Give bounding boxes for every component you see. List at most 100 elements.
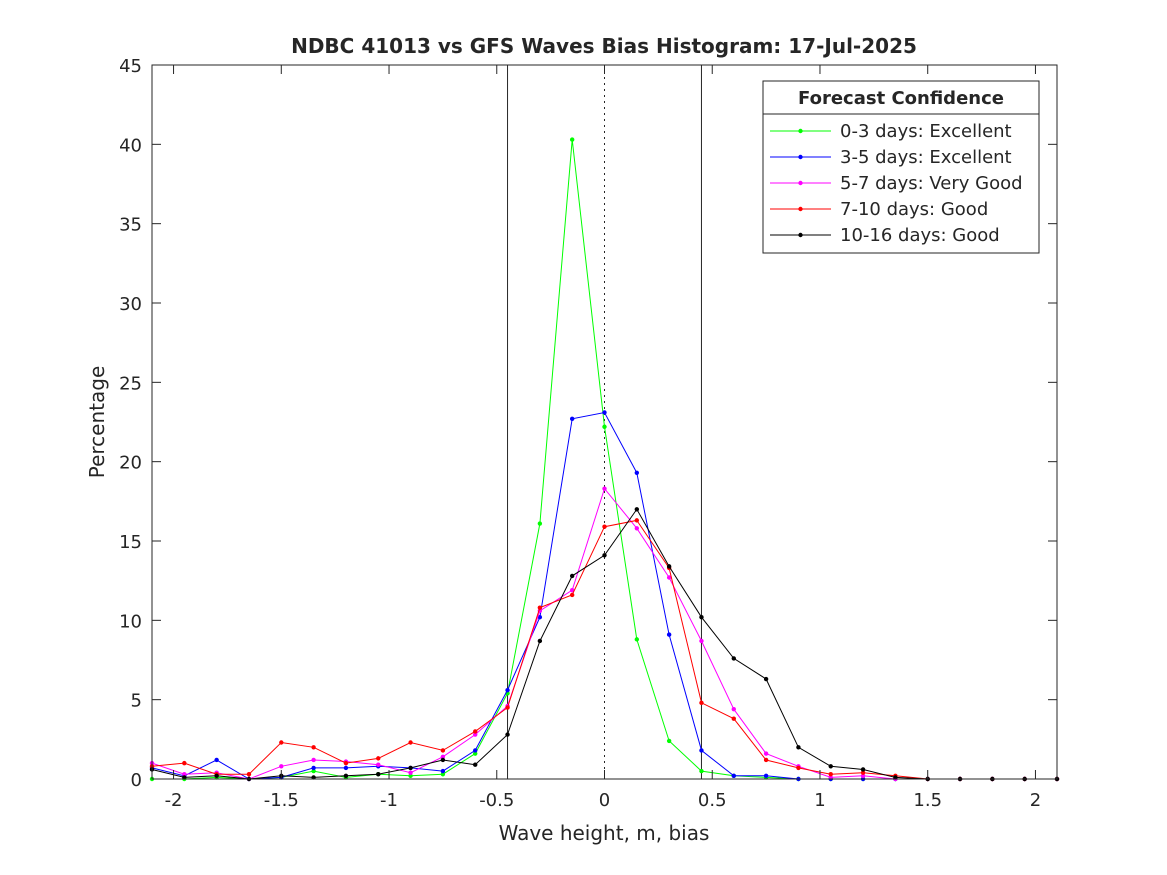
x-tick-label: -0.5 bbox=[479, 790, 514, 811]
y-tick-label: 30 bbox=[119, 294, 142, 315]
legend-label: 10-16 days: Good bbox=[840, 225, 1000, 246]
data-point bbox=[699, 700, 704, 706]
y-tick-label: 45 bbox=[119, 56, 142, 77]
legend-box bbox=[762, 80, 1040, 254]
data-point bbox=[537, 638, 543, 644]
y-tick-label: 5 bbox=[131, 691, 142, 712]
y-tick-label: 20 bbox=[119, 453, 142, 474]
data-point bbox=[537, 614, 543, 620]
data-point bbox=[763, 676, 769, 682]
data-point bbox=[246, 772, 252, 777]
y-tick-label: 0 bbox=[131, 770, 142, 791]
data-point bbox=[311, 768, 316, 774]
data-point bbox=[473, 729, 478, 734]
data-point bbox=[699, 748, 704, 753]
data-point bbox=[376, 762, 381, 767]
data-point bbox=[311, 765, 316, 771]
reference-lines bbox=[507, 65, 702, 779]
x-tick-label: 1.5 bbox=[913, 790, 942, 811]
x-tick-label: -1 bbox=[380, 790, 398, 811]
data-point bbox=[214, 773, 219, 779]
data-point bbox=[408, 770, 413, 775]
data-point bbox=[634, 470, 640, 475]
x-axis-ticks: -2 -1.5 -1 -0.5 0 0.5 1 1.5 2 bbox=[165, 65, 1041, 811]
data-point bbox=[408, 765, 413, 771]
data-point bbox=[634, 507, 640, 512]
data-point bbox=[666, 632, 672, 637]
data-point bbox=[602, 424, 607, 429]
data-point bbox=[343, 760, 349, 766]
data-point bbox=[569, 587, 575, 593]
data-point bbox=[505, 687, 510, 693]
data-point bbox=[440, 748, 446, 753]
legend-entry-3: 7-10 days: Good bbox=[770, 199, 988, 220]
x-tick-label: 0 bbox=[599, 790, 610, 811]
data-point bbox=[311, 757, 316, 763]
legend-items: 0-3 days: Excellent 3-5 days: Excellent 5-… bbox=[770, 121, 1023, 246]
data-point bbox=[214, 757, 219, 763]
data-point bbox=[666, 575, 672, 580]
data-point bbox=[537, 605, 543, 610]
data-point bbox=[731, 706, 736, 712]
data-point bbox=[699, 638, 704, 644]
data-point bbox=[796, 745, 801, 750]
data-point bbox=[860, 773, 866, 779]
legend-entry-0: 0-3 days: Excellent bbox=[770, 121, 1012, 142]
data-point bbox=[634, 526, 640, 531]
x-tick-label: -1.5 bbox=[264, 790, 299, 811]
data-point bbox=[311, 745, 316, 750]
y-tick-label: 40 bbox=[119, 135, 142, 156]
data-point bbox=[473, 732, 478, 737]
data-point bbox=[602, 410, 607, 415]
data-point bbox=[569, 416, 575, 422]
x-axis-label: Wave height, m, bias bbox=[499, 821, 710, 845]
legend-label: 0-3 days: Excellent bbox=[840, 121, 1012, 142]
legend: Forecast Confidence 0-3 days: Excellent 3… bbox=[762, 80, 1040, 254]
data-point bbox=[182, 760, 187, 766]
legend-swatch-marker bbox=[798, 180, 803, 186]
legend-swatch-marker bbox=[798, 154, 803, 160]
data-point bbox=[699, 614, 704, 620]
y-tick-label: 10 bbox=[119, 611, 142, 632]
data-point bbox=[408, 740, 413, 745]
data-point bbox=[796, 765, 801, 771]
x-tick-label: -2 bbox=[165, 790, 183, 811]
data-point bbox=[763, 773, 769, 779]
data-point bbox=[182, 772, 187, 777]
legend-entry-1: 3-5 days: Excellent bbox=[770, 147, 1012, 168]
y-tick-label: 15 bbox=[119, 532, 142, 553]
data-point bbox=[731, 656, 736, 661]
data-point bbox=[537, 521, 543, 526]
y-axis-ticks: 0 5 10 15 20 25 30 35 40 45 bbox=[119, 56, 1057, 791]
y-tick-label: 35 bbox=[119, 215, 142, 236]
x-tick-label: 1 bbox=[814, 790, 825, 811]
chart-title: NDBC 41013 vs GFS Waves Bias Histogram: … bbox=[291, 34, 917, 58]
data-point bbox=[343, 773, 349, 779]
x-tick-label: 0.5 bbox=[698, 790, 727, 811]
legend-label: 7-10 days: Good bbox=[840, 199, 988, 220]
data-point bbox=[602, 553, 607, 558]
data-point bbox=[569, 592, 575, 598]
legend-swatch-marker bbox=[798, 206, 803, 212]
data-point bbox=[440, 768, 446, 774]
data-point bbox=[408, 773, 413, 779]
data-point bbox=[440, 772, 446, 777]
data-point bbox=[279, 764, 284, 769]
y-tick-label: 25 bbox=[119, 373, 142, 394]
legend-title: Forecast Confidence bbox=[798, 88, 1004, 109]
data-point bbox=[763, 751, 769, 756]
data-point bbox=[473, 762, 478, 767]
data-point bbox=[731, 773, 736, 779]
data-point bbox=[279, 740, 284, 745]
y-axis-label: Percentage bbox=[85, 366, 109, 479]
data-point bbox=[602, 524, 607, 529]
data-point bbox=[473, 751, 478, 756]
data-point bbox=[473, 748, 478, 753]
data-point bbox=[505, 705, 510, 710]
legend-label: 3-5 days: Excellent bbox=[840, 147, 1012, 168]
data-point bbox=[602, 486, 607, 491]
x-tick-label: 2 bbox=[1030, 790, 1041, 811]
legend-entry-4: 10-16 days: Good bbox=[770, 225, 1000, 246]
data-point bbox=[731, 716, 736, 721]
data-point bbox=[343, 765, 349, 771]
